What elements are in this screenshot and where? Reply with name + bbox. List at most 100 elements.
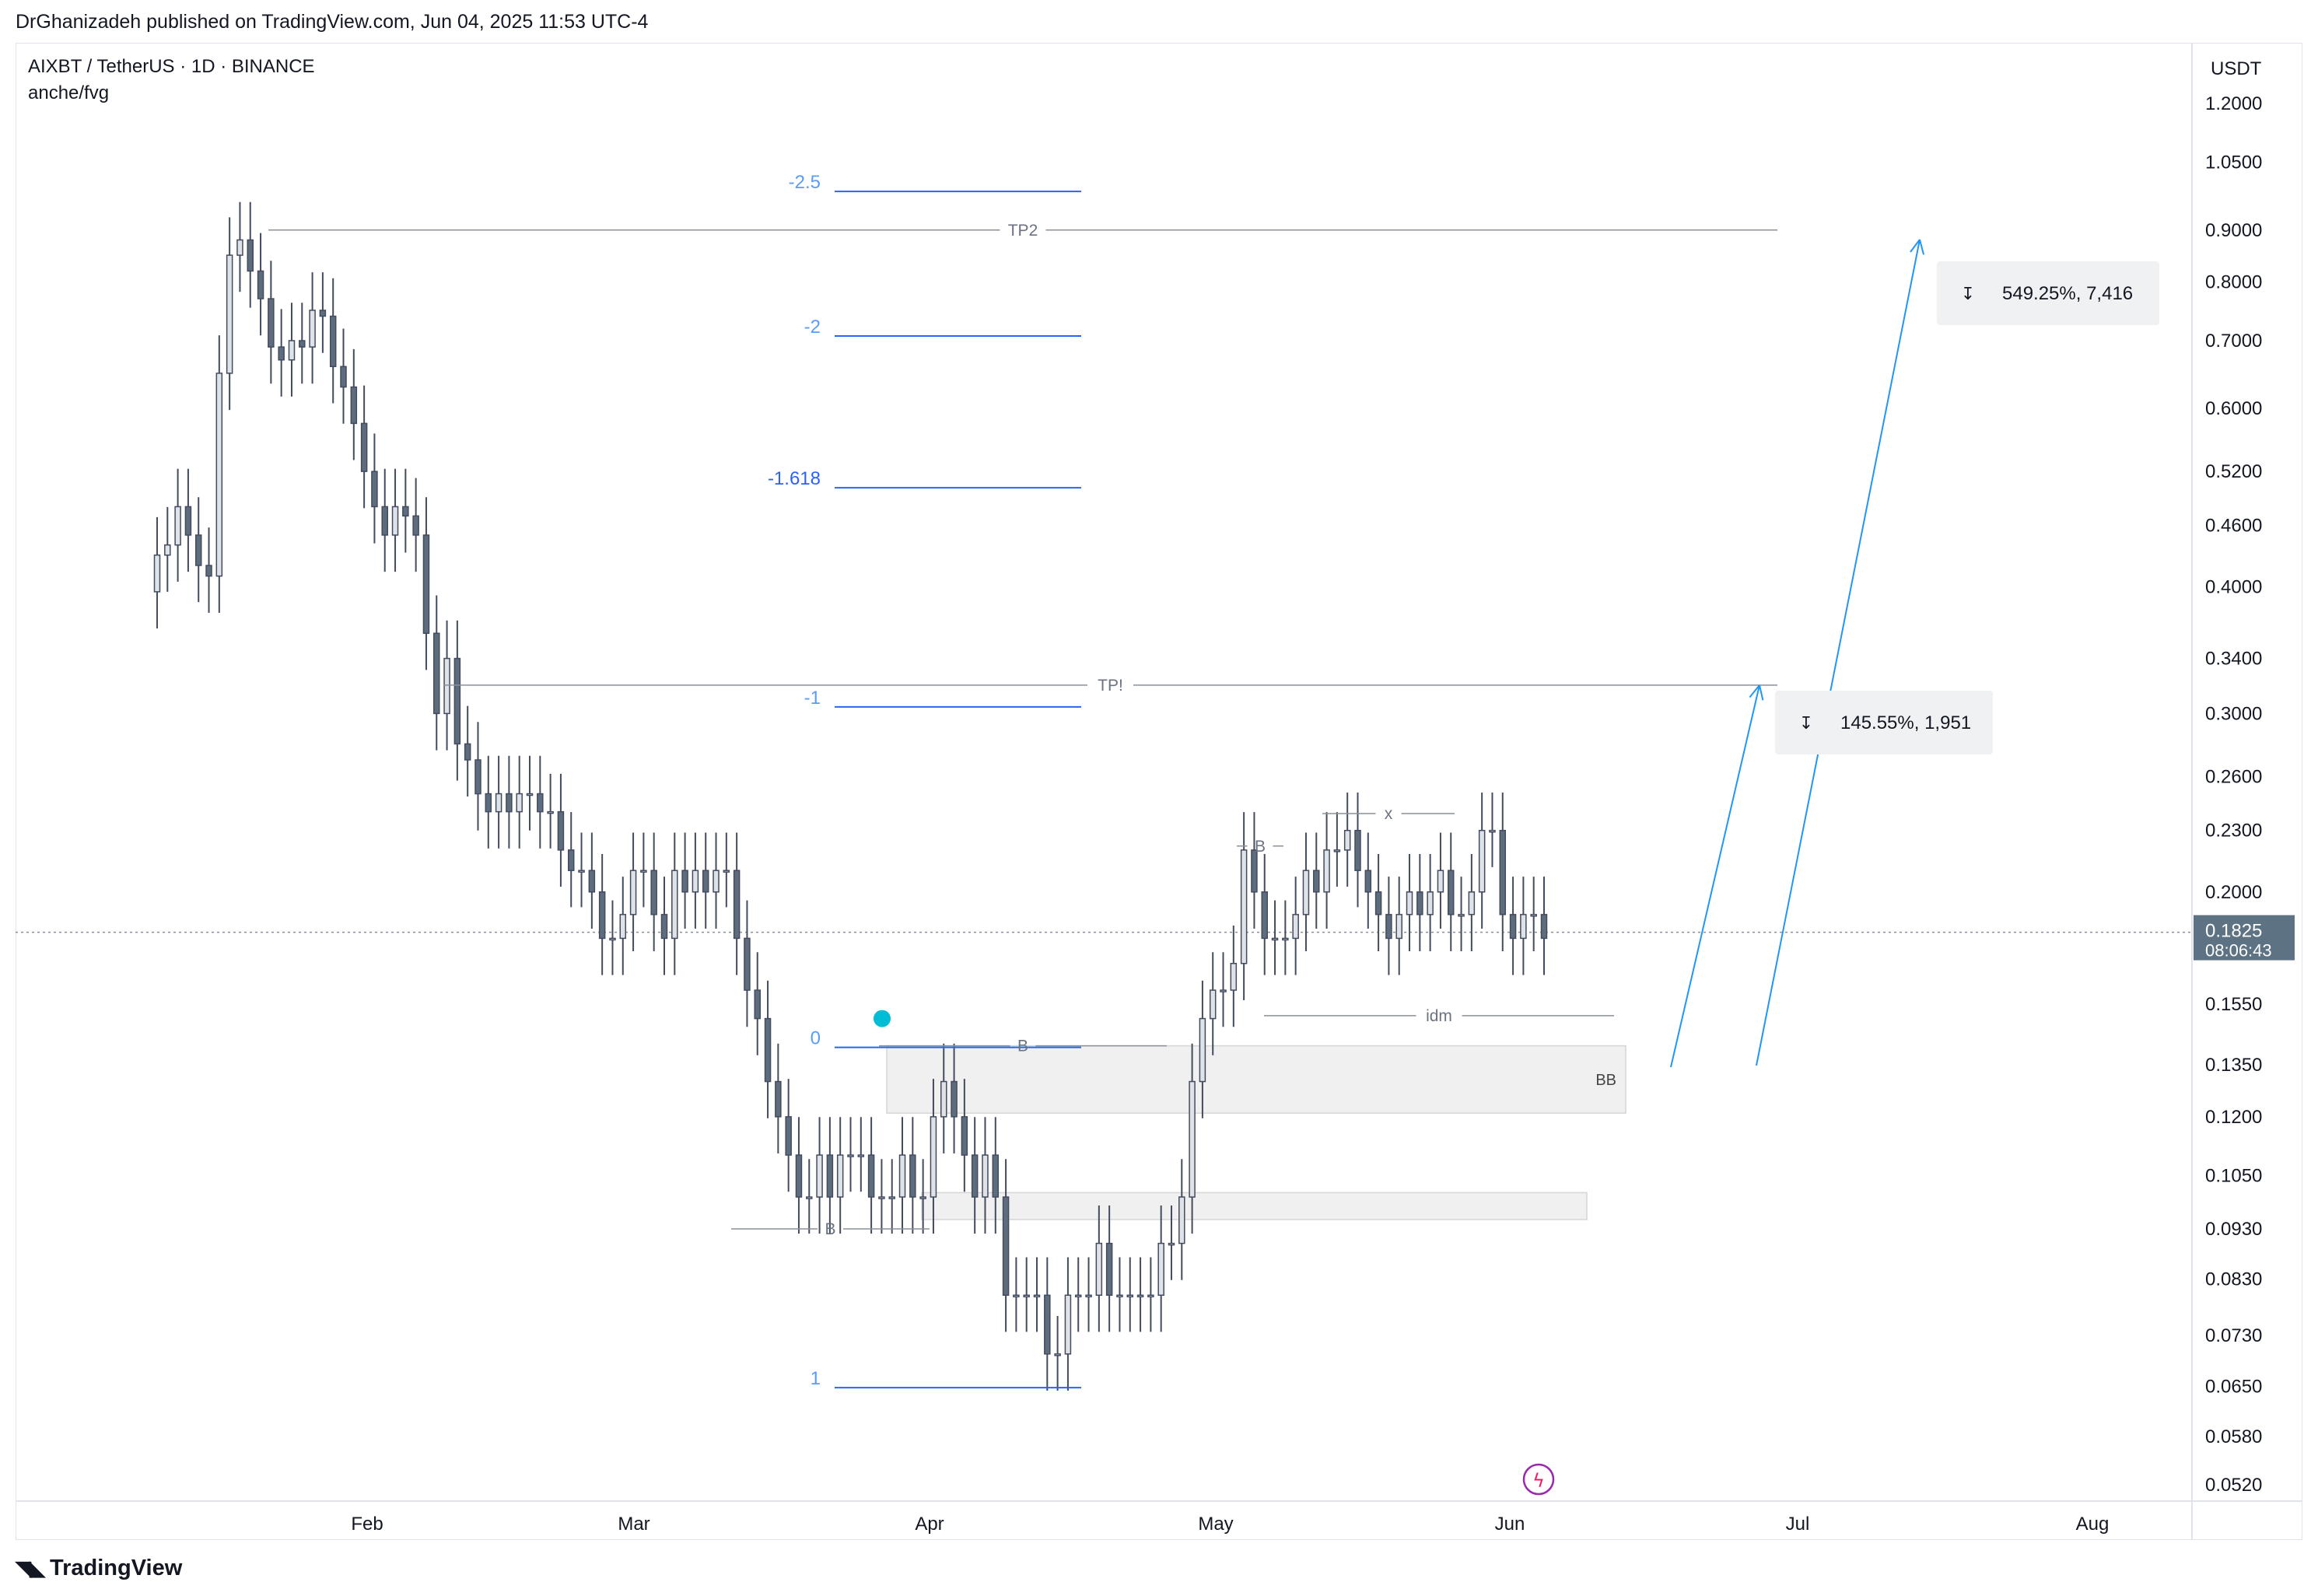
measure-icon: ↧ bbox=[1799, 714, 1813, 733]
candle-body bbox=[153, 554, 161, 593]
candle-body bbox=[1520, 914, 1527, 940]
candle-body bbox=[1105, 1242, 1113, 1297]
candle-body bbox=[609, 937, 616, 941]
candle-body bbox=[453, 657, 461, 745]
candle-body bbox=[1189, 1080, 1196, 1198]
candle-body bbox=[640, 870, 647, 873]
candle-body bbox=[1116, 1294, 1123, 1298]
y-tick-label: 0.0730 bbox=[2205, 1325, 2262, 1346]
candle-body bbox=[506, 793, 513, 813]
y-tick-label: 0.1550 bbox=[2205, 994, 2262, 1015]
candle-body bbox=[1013, 1294, 1020, 1298]
candle-body bbox=[1313, 870, 1320, 893]
fib-level-label: 0 bbox=[811, 1028, 821, 1049]
candle-body bbox=[1416, 891, 1423, 915]
y-tick-label: 0.9000 bbox=[2205, 220, 2262, 241]
x-tick-label: Mar bbox=[618, 1514, 650, 1535]
candle-body bbox=[340, 366, 347, 388]
fib-level-label: -2 bbox=[804, 317, 821, 338]
y-tick-label: 0.6000 bbox=[2205, 398, 2262, 419]
fvg-zone bbox=[921, 1192, 1588, 1220]
candle-body bbox=[1478, 829, 1486, 893]
y-tick-label: 0.3000 bbox=[2205, 703, 2262, 724]
candle-body bbox=[350, 386, 358, 425]
candle-body bbox=[898, 1154, 906, 1198]
symbol-title: AIXBT / TetherUS · 1D · BINANCE bbox=[28, 56, 315, 77]
candle-body bbox=[1044, 1294, 1051, 1355]
candle-body bbox=[268, 298, 275, 348]
level-label: TP2 bbox=[1008, 222, 1038, 240]
y-tick-label: 1.2000 bbox=[2205, 93, 2262, 114]
arrow-head bbox=[1749, 684, 1760, 698]
level-label: idm bbox=[1426, 1007, 1452, 1025]
y-tick-label: 0.1350 bbox=[2205, 1055, 2262, 1076]
arrow-head bbox=[1919, 239, 1925, 255]
candle-body bbox=[650, 870, 657, 915]
candle-body bbox=[1147, 1294, 1154, 1298]
candle-body bbox=[1509, 914, 1517, 940]
candle-body bbox=[951, 1080, 958, 1118]
candle-body bbox=[1136, 1294, 1144, 1298]
candle-body bbox=[391, 506, 399, 536]
fib-level-label: -1.618 bbox=[768, 468, 821, 489]
measure-box bbox=[1775, 691, 1993, 754]
candle-body bbox=[1199, 1017, 1206, 1083]
candle-body bbox=[495, 793, 502, 813]
y-tick-label: 0.4600 bbox=[2205, 516, 2262, 537]
swing-marker bbox=[874, 1010, 891, 1027]
candle-body bbox=[1095, 1242, 1103, 1297]
fvg-zone bbox=[886, 1045, 1626, 1114]
candle-body bbox=[299, 340, 306, 348]
candle-body bbox=[1282, 937, 1289, 941]
tradingview-logo-icon: ◥◣ bbox=[16, 1556, 45, 1580]
x-tick-label: Apr bbox=[915, 1514, 944, 1535]
y-tick-label: 0.0930 bbox=[2205, 1219, 2262, 1240]
currency-label: USDT bbox=[2211, 58, 2262, 79]
indicator-label: anche/fvg bbox=[28, 82, 110, 103]
candle-body bbox=[1002, 1196, 1010, 1297]
x-tick-label: Jun bbox=[1495, 1514, 1525, 1535]
candle-body bbox=[371, 471, 378, 508]
candle-body bbox=[184, 506, 192, 536]
tradingview-logo[interactable]: ◥◣ TradingView bbox=[16, 1556, 182, 1581]
candle-body bbox=[329, 315, 337, 368]
candle-body bbox=[1385, 914, 1392, 940]
candle-body bbox=[598, 891, 606, 940]
candle-body bbox=[744, 937, 751, 991]
candle-body bbox=[443, 657, 450, 715]
y-tick-label: 0.3400 bbox=[2205, 649, 2262, 670]
price-tag bbox=[2194, 915, 2295, 961]
measure-label: 549.25%, 7,416 bbox=[2002, 283, 2133, 304]
y-tick-label: 0.8000 bbox=[2205, 271, 2262, 292]
candle-body bbox=[557, 810, 565, 851]
y-tick-label: 0.2600 bbox=[2205, 766, 2262, 787]
candle-body bbox=[1292, 914, 1299, 940]
candle-body bbox=[567, 849, 575, 871]
candle-body bbox=[826, 1154, 834, 1198]
candle-body bbox=[1054, 1353, 1061, 1356]
candle-body bbox=[806, 1196, 813, 1199]
candle-body bbox=[547, 810, 554, 814]
candle-body bbox=[309, 310, 316, 348]
candle-body bbox=[1085, 1294, 1092, 1298]
candle-body bbox=[909, 1154, 916, 1198]
projection-arrow bbox=[1670, 684, 1760, 1068]
candle-body bbox=[1261, 891, 1268, 940]
candle-body bbox=[1406, 891, 1413, 915]
brand-name: TradingView bbox=[50, 1556, 183, 1580]
candle-body bbox=[1489, 829, 1496, 833]
candle-body bbox=[1540, 914, 1548, 940]
candle-body bbox=[537, 793, 544, 813]
chart-frame bbox=[16, 43, 2302, 1540]
publish-info: DrGhanizadeh published on TradingView.co… bbox=[16, 11, 649, 33]
y-tick-label: 0.0520 bbox=[2205, 1475, 2262, 1496]
candle-body bbox=[278, 346, 285, 361]
candle-body bbox=[588, 870, 596, 893]
candle-body bbox=[1220, 989, 1227, 992]
candle-body bbox=[516, 793, 523, 813]
candle-body bbox=[795, 1154, 803, 1198]
y-tick-label: 0.1050 bbox=[2205, 1165, 2262, 1186]
level-label: B bbox=[825, 1220, 835, 1238]
candle-body bbox=[1126, 1294, 1134, 1298]
